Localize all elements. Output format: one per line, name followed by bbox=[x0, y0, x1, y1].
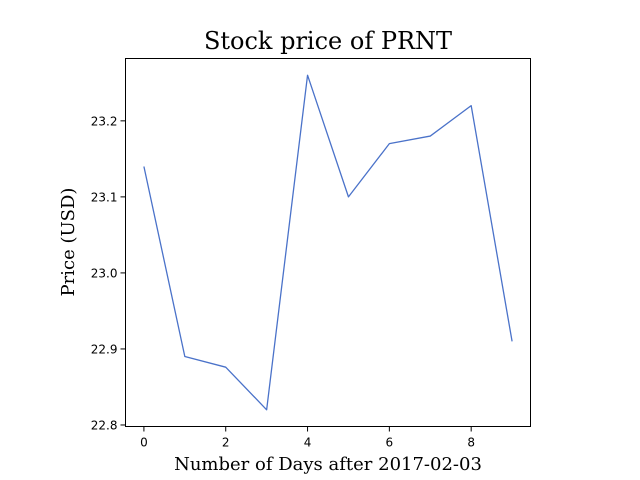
price-series-line bbox=[143, 74, 513, 411]
y-tick-label: 23.1 bbox=[91, 190, 118, 204]
plot-area-frame bbox=[125, 58, 531, 427]
y-tick-label: 23.2 bbox=[91, 114, 118, 128]
y-tick-label: 22.9 bbox=[91, 342, 118, 356]
x-axis-ticks: 0 2 4 6 8 bbox=[140, 426, 475, 450]
x-tick-label: 2 bbox=[222, 436, 230, 450]
x-tick-label: 6 bbox=[386, 436, 394, 450]
x-tick-label: 8 bbox=[467, 436, 475, 450]
y-axis-ticks: 22.8 22.9 23.0 23.1 23.2 bbox=[91, 114, 126, 432]
x-tick-label: 0 bbox=[140, 436, 148, 450]
y-tick-label: 22.8 bbox=[91, 418, 118, 432]
series-group bbox=[143, 74, 513, 411]
x-tick-label: 4 bbox=[304, 436, 312, 450]
chart-title: Stock price of PRNT bbox=[204, 27, 452, 55]
x-axis-label: Number of Days after 2017-02-03 bbox=[174, 454, 482, 475]
y-tick-label: 23.0 bbox=[91, 266, 118, 280]
y-axis-label: Price (USD) bbox=[58, 188, 79, 297]
